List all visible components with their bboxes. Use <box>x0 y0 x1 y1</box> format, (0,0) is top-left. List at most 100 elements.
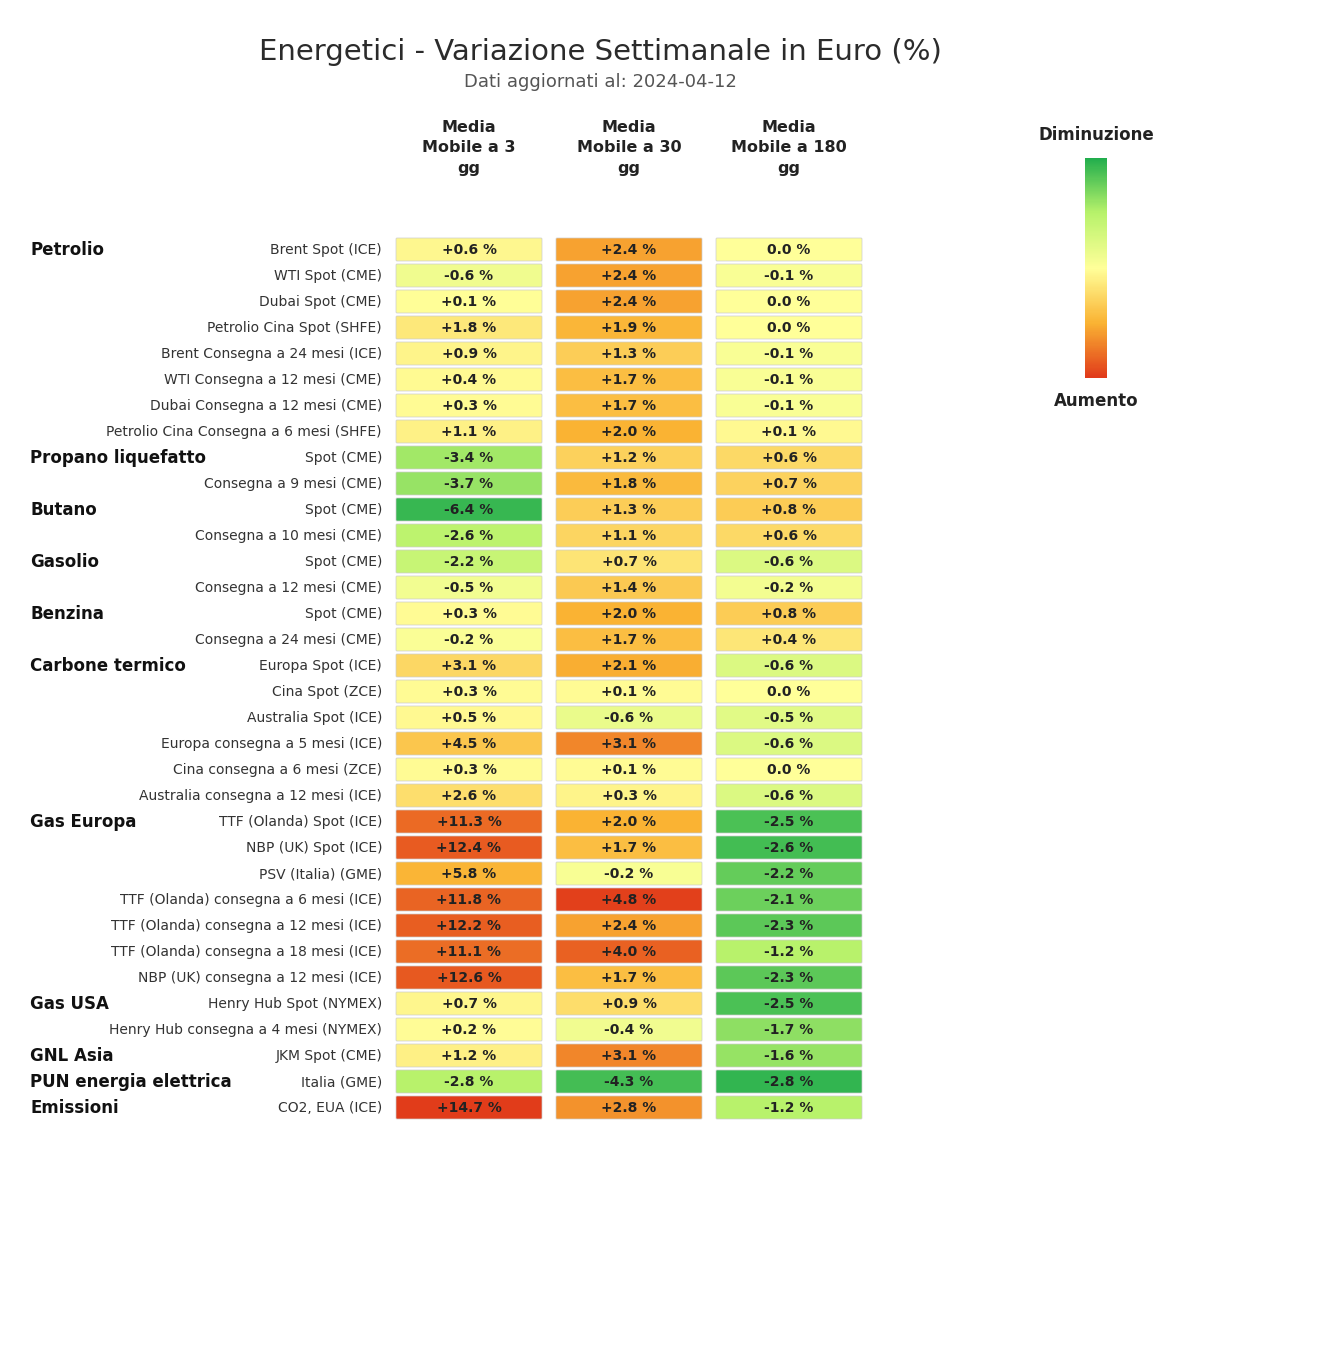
Bar <box>1085 300 1107 303</box>
Bar <box>1085 185 1107 186</box>
Text: TTF (Olanda) Spot (ICE): TTF (Olanda) Spot (ICE) <box>219 816 381 829</box>
Text: Benzina: Benzina <box>30 605 104 623</box>
Bar <box>1085 286 1107 288</box>
Text: -0.6 %: -0.6 % <box>605 711 653 725</box>
Bar <box>1085 301 1107 303</box>
FancyBboxPatch shape <box>396 316 543 339</box>
FancyBboxPatch shape <box>715 966 862 989</box>
Bar <box>1085 164 1107 166</box>
FancyBboxPatch shape <box>396 524 543 547</box>
Bar <box>1085 250 1107 251</box>
Bar <box>1085 175 1107 176</box>
Text: +0.9 %: +0.9 % <box>602 997 656 1011</box>
FancyBboxPatch shape <box>715 498 862 521</box>
Bar <box>1085 168 1107 170</box>
Text: -0.2 %: -0.2 % <box>605 867 653 881</box>
Text: Media
Mobile a 3
gg: Media Mobile a 3 gg <box>422 121 516 176</box>
FancyBboxPatch shape <box>396 498 543 521</box>
Bar <box>1085 313 1107 315</box>
Text: +1.7 %: +1.7 % <box>602 632 656 647</box>
Text: +5.8 %: +5.8 % <box>441 867 496 881</box>
Bar <box>1085 304 1107 305</box>
FancyBboxPatch shape <box>556 992 702 1015</box>
Text: Gas USA: Gas USA <box>30 995 108 1012</box>
FancyBboxPatch shape <box>556 575 702 598</box>
Text: +0.3 %: +0.3 % <box>602 788 656 803</box>
FancyBboxPatch shape <box>396 759 543 782</box>
Bar <box>1085 180 1107 182</box>
Bar <box>1085 309 1107 311</box>
Bar <box>1085 231 1107 233</box>
Bar <box>1085 171 1107 172</box>
FancyBboxPatch shape <box>715 237 862 261</box>
Bar <box>1085 342 1107 343</box>
Bar <box>1085 259 1107 262</box>
FancyBboxPatch shape <box>715 472 862 495</box>
FancyBboxPatch shape <box>715 915 862 936</box>
Text: +12.4 %: +12.4 % <box>437 841 502 855</box>
Bar <box>1085 261 1107 262</box>
Bar <box>1085 254 1107 256</box>
Bar <box>1085 159 1107 160</box>
Bar <box>1085 202 1107 204</box>
Bar <box>1085 182 1107 183</box>
FancyBboxPatch shape <box>715 421 862 442</box>
Bar <box>1085 221 1107 223</box>
FancyBboxPatch shape <box>715 550 862 573</box>
Text: Italia (GME): Italia (GME) <box>301 1075 381 1090</box>
Bar <box>1085 297 1107 299</box>
Bar <box>1085 193 1107 194</box>
Bar <box>1085 312 1107 315</box>
FancyBboxPatch shape <box>396 654 543 677</box>
Text: +1.1 %: +1.1 % <box>441 425 496 440</box>
FancyBboxPatch shape <box>556 237 702 261</box>
Text: -4.3 %: -4.3 % <box>605 1075 653 1090</box>
Bar <box>1085 216 1107 217</box>
FancyBboxPatch shape <box>556 446 702 470</box>
Bar <box>1085 167 1107 168</box>
Bar <box>1085 330 1107 332</box>
Bar <box>1085 282 1107 284</box>
Bar <box>1085 294 1107 297</box>
Bar <box>1085 281 1107 282</box>
Text: +2.1 %: +2.1 % <box>602 660 656 673</box>
Text: -0.5 %: -0.5 % <box>764 711 813 725</box>
FancyBboxPatch shape <box>396 706 543 729</box>
Bar <box>1085 233 1107 235</box>
Bar <box>1085 335 1107 337</box>
Bar <box>1085 364 1107 365</box>
Bar <box>1085 328 1107 330</box>
Text: +1.7 %: +1.7 % <box>602 373 656 387</box>
Text: -0.1 %: -0.1 % <box>764 269 813 284</box>
Text: -2.1 %: -2.1 % <box>764 893 813 906</box>
Bar <box>1085 157 1107 159</box>
Bar <box>1085 178 1107 180</box>
FancyBboxPatch shape <box>715 810 862 833</box>
Text: +1.8 %: +1.8 % <box>602 478 656 491</box>
Bar <box>1085 210 1107 212</box>
Text: -1.2 %: -1.2 % <box>764 944 813 959</box>
Text: PSV (Italia) (GME): PSV (Italia) (GME) <box>259 867 381 881</box>
Bar <box>1085 307 1107 308</box>
FancyBboxPatch shape <box>396 603 543 626</box>
Bar <box>1085 237 1107 239</box>
Bar <box>1085 277 1107 278</box>
Text: -2.6 %: -2.6 % <box>764 841 813 855</box>
FancyBboxPatch shape <box>715 680 862 703</box>
Bar <box>1085 326 1107 327</box>
FancyBboxPatch shape <box>715 706 862 729</box>
Text: 0.0 %: 0.0 % <box>767 685 810 699</box>
Bar <box>1085 318 1107 319</box>
Bar <box>1085 232 1107 233</box>
FancyBboxPatch shape <box>396 940 543 963</box>
Text: Consegna a 24 mesi (CME): Consegna a 24 mesi (CME) <box>195 632 381 647</box>
FancyBboxPatch shape <box>556 680 702 703</box>
Bar <box>1085 370 1107 372</box>
Text: -2.3 %: -2.3 % <box>764 919 813 934</box>
Text: Henry Hub consegna a 4 mesi (NYMEX): Henry Hub consegna a 4 mesi (NYMEX) <box>110 1023 381 1037</box>
Bar <box>1085 277 1107 280</box>
Bar <box>1085 266 1107 267</box>
Bar <box>1085 315 1107 316</box>
Text: +14.7 %: +14.7 % <box>437 1101 502 1115</box>
Bar <box>1085 187 1107 189</box>
